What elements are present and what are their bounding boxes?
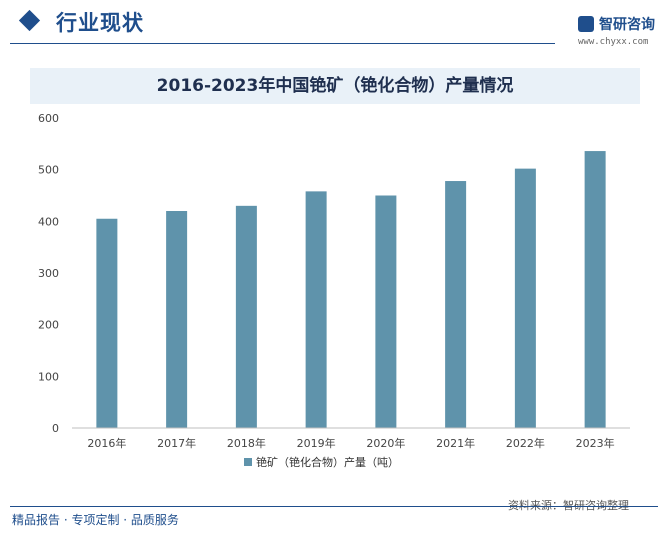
bar — [584, 151, 606, 429]
legend-swatch — [244, 458, 252, 466]
x-tick-label: 2022年 — [506, 436, 545, 450]
legend: 铯矿（铯化合物）产量（吨） — [244, 455, 399, 469]
chart-title-panel: 2016-2023年中国铯矿（铯化合物）产量情况 — [30, 68, 640, 104]
x-tick-label: 2021年 — [436, 436, 475, 450]
bar — [235, 205, 257, 428]
logo-name: 智研咨询 — [599, 17, 655, 33]
header-divider — [10, 43, 555, 44]
bar — [514, 168, 536, 428]
y-tick-label: 300 — [38, 267, 59, 280]
source-note: 资料来源：智研咨询整理 — [508, 499, 629, 512]
section-title: 行业现状 — [56, 11, 144, 35]
x-tick-label: 2018年 — [227, 436, 266, 450]
legend-label: 铯矿（铯化合物）产量（吨） — [256, 455, 399, 469]
x-tick-label: 2016年 — [87, 436, 126, 450]
bars — [96, 151, 606, 429]
bar — [445, 181, 467, 428]
y-tick-label: 100 — [38, 370, 59, 383]
bar — [166, 211, 188, 428]
x-tick-label: 2023年 — [576, 436, 615, 450]
x-axis: 2016年 2017年 2018年 2019年 2020年 2021年 2022年 2023年 — [72, 427, 630, 450]
logo-url: www.chyxx.com — [578, 37, 649, 47]
y-tick-label: 600 — [38, 112, 59, 125]
footer-tagline: 精品报告 · 专项定制 · 品质服务 — [12, 513, 179, 527]
y-tick-label: 400 — [38, 215, 59, 228]
bar — [96, 218, 118, 428]
y-tick-label: 200 — [38, 319, 59, 332]
y-tick-label: 0 — [52, 422, 59, 435]
bar — [375, 195, 397, 428]
bar — [305, 191, 327, 428]
footer-divider — [10, 506, 658, 507]
y-tick-label: 500 — [38, 164, 59, 177]
header: 行业现状 智研咨询 www.chyxx.com — [0, 0, 668, 50]
x-tick-label: 2017年 — [157, 436, 196, 450]
logo: 智研咨询 — [578, 14, 655, 34]
x-tick-label: 2019年 — [297, 436, 336, 450]
y-axis: 0 100 200 300 400 500 600 — [38, 112, 59, 435]
x-tick-label: 2020年 — [366, 436, 405, 450]
logo-icon — [578, 16, 594, 32]
chart-title: 2016-2023年中国铯矿（铯化合物）产量情况 — [156, 76, 514, 96]
